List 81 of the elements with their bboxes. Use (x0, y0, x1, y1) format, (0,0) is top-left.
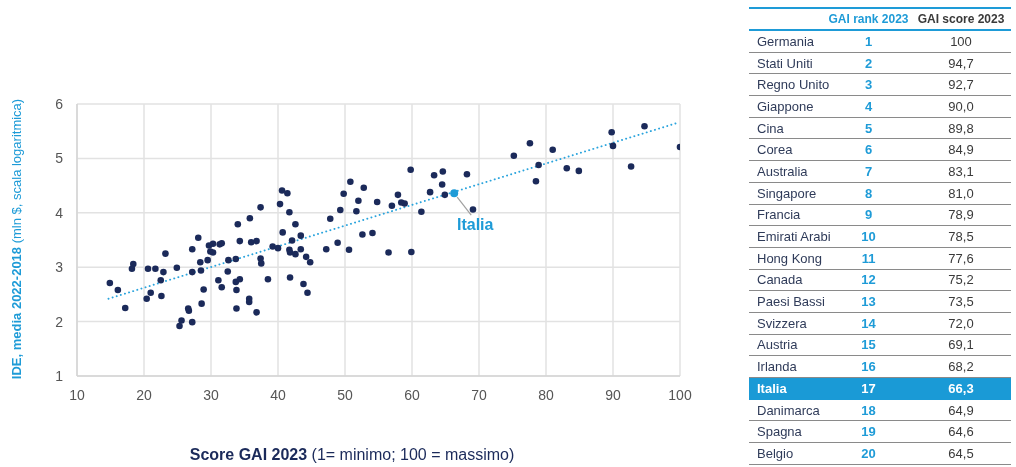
y-tick-label: 1 (55, 367, 64, 384)
x-tick-label: 40 (270, 386, 286, 403)
data-label: 94,7 (947, 55, 975, 71)
data-label: 13 (860, 294, 877, 310)
data-label: 20 (860, 445, 877, 461)
data-label: 5 (863, 120, 874, 136)
data-label: 77,6 (947, 250, 975, 266)
category-label: Francia (756, 207, 802, 223)
data-label: 64,6 (947, 424, 975, 440)
data-label: 9 (863, 207, 874, 223)
data-label: 89,8 (947, 120, 975, 136)
category-label: Danimarca (756, 402, 821, 418)
category-label: Svizzera (756, 315, 808, 331)
y-tick-label: 6 (55, 95, 64, 112)
data-label: 81,0 (947, 185, 975, 201)
x-tick-label: 20 (136, 386, 152, 403)
y-axis-title: IDE, media 2022-2018 (mln $, scala logaritmica) (9, 98, 25, 380)
category-label: Canada (756, 272, 804, 288)
data-label: 19 (860, 424, 877, 440)
category-label: Paesi Bassi (756, 294, 826, 310)
y-tick-label: 5 (55, 150, 64, 167)
data-label: 66,3 (947, 380, 975, 396)
y-tick-label: 4 (55, 204, 64, 221)
x-tick-label: 60 (404, 386, 420, 403)
y-tick-label: 3 (55, 259, 64, 276)
data-label: 3 (864, 77, 873, 93)
data-label: 12 (860, 272, 877, 288)
data-label: 69,1 (947, 337, 975, 353)
data-label: 6 (863, 142, 874, 158)
data-label: 16 (860, 359, 877, 375)
data-label: 75,2 (947, 272, 975, 288)
data-label: 78,9 (947, 207, 975, 223)
category-label: Irlanda (756, 359, 798, 375)
y-tick-label: 2 (55, 313, 64, 330)
data-label: 18 (860, 402, 877, 418)
category-label: Regno Unito (756, 77, 830, 93)
data-label: 83,1 (947, 163, 975, 179)
category-label: Corea (756, 142, 794, 158)
text: GAI rank 2023 (827, 12, 910, 26)
data-label: 78,5 (947, 229, 975, 245)
category-label: Hong Kong (756, 250, 824, 266)
data-label: 17 (860, 380, 877, 396)
category-label: Stati Uniti (756, 55, 814, 71)
data-label: 72,0 (947, 315, 975, 331)
category-label: Italia (756, 380, 788, 396)
data-label: 68,2 (947, 359, 975, 375)
data-label: 2 (863, 55, 874, 71)
data-label: 92,7 (947, 77, 975, 93)
data-label: 64,9 (947, 402, 975, 418)
x-tick-label: 30 (203, 386, 219, 403)
legend-label: GAI score 2023 (916, 12, 1006, 26)
x-tick-label: 10 (69, 386, 85, 403)
category-label: Cina (756, 120, 785, 136)
category-label: Germania (756, 33, 816, 49)
data-label: 11 (860, 250, 877, 266)
x-tick-label: 70 (471, 386, 487, 403)
x-tick-label: 100 (668, 386, 692, 403)
category-label: Spagna (756, 424, 803, 440)
x-tick-label: 50 (337, 386, 353, 403)
series-label: Italia (456, 216, 494, 234)
category-label: Belgio (756, 445, 795, 461)
category-label: Giappone (756, 98, 815, 114)
data-label: 90,0 (947, 98, 975, 114)
x-tick-label: 90 (605, 386, 621, 403)
category-label: Australia (756, 163, 809, 179)
category-label: Singapore (756, 185, 818, 201)
data-label: 14 (860, 315, 877, 331)
category-label: Austria (756, 337, 799, 353)
category-label: Emirati Arabi (756, 229, 831, 245)
data-label: 15 (860, 337, 877, 353)
data-label: 100 (949, 33, 973, 49)
data-label: 84,9 (947, 142, 975, 158)
x-tick-label: 80 (538, 386, 554, 403)
data-label: 10 (861, 229, 876, 245)
x-axis-title: Score GAI 2023 (1= minimo; 100 = massimo) (189, 445, 515, 465)
data-label: 4 (863, 98, 874, 114)
data-label: 8 (863, 185, 874, 201)
data-label: 64,5 (947, 445, 975, 461)
data-label: 1 (863, 33, 874, 49)
data-label: 73,5 (947, 294, 975, 310)
data-label: 7 (863, 163, 874, 179)
